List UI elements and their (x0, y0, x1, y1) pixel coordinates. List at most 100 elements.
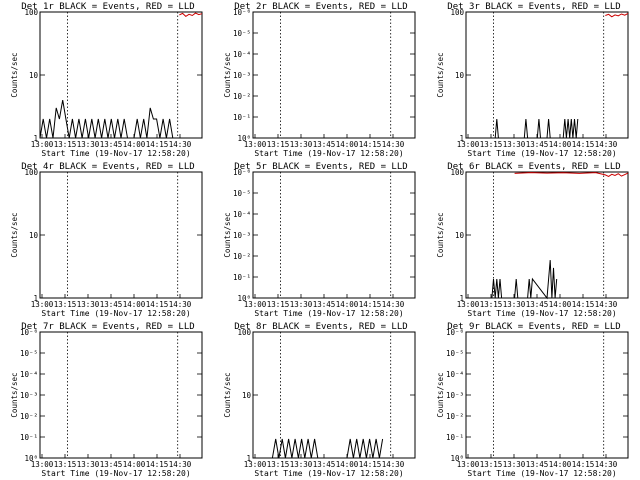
x-tick-label: 13:45 (313, 300, 336, 309)
x-tick-label: 13:45 (313, 460, 336, 469)
chart-title: Det 1r BLACK = Events, RED = LLD (21, 2, 194, 12)
chart-title: Det 5r BLACK = Events, RED = LLD (234, 162, 407, 172)
x-tick-label: 14:15 (572, 460, 595, 469)
y-axis-label: Counts/sec (10, 52, 19, 97)
y-tick-label: 10⁰ (450, 454, 464, 463)
x-tick-label: 13:30 (290, 140, 313, 149)
chart-panel-6: Det 6r BLACK = Events, RED = LLD 13:00 13:… (436, 162, 629, 318)
y-axis-label: Counts/sec (223, 52, 232, 97)
x-tick-label: 14:00 (336, 300, 359, 309)
x-tick-label: 14:00 (336, 460, 359, 469)
y-tick-label: 10 (29, 231, 39, 240)
y-tick-label: 10⁻² (446, 412, 464, 421)
x-tick-label: 14:30 (169, 300, 192, 309)
x-tick-label: 13:00 (244, 460, 267, 469)
x-axis-label: Start Time (19-Nov-17 12:58:20) (467, 309, 616, 318)
x-tick-label: 14:15 (146, 300, 169, 309)
chart-panel-2: Det 2r BLACK = Events, RED = LLD 13:00 13:… (223, 2, 416, 158)
y-axis-label: Counts/sec (223, 212, 232, 257)
x-tick-label: 14:00 (549, 300, 572, 309)
x-tick-label: 13:45 (526, 140, 549, 149)
x-tick-label: 13:00 (244, 300, 267, 309)
chart-title: Det 6r BLACK = Events, RED = LLD (447, 162, 620, 172)
y-tick-label: 10⁻² (20, 412, 38, 421)
y-tick-label: 10⁻¹ (446, 433, 464, 442)
x-tick-label: 13:15 (267, 460, 290, 469)
x-tick-label: 14:00 (123, 460, 146, 469)
y-tick-label: 100 (24, 8, 38, 17)
y-tick-label: 10⁻⁴ (233, 210, 251, 219)
y-tick-label: 1 (33, 134, 38, 143)
x-tick-label: 14:15 (146, 140, 169, 149)
x-tick-label: 13:00 (457, 140, 480, 149)
x-tick-label: 13:45 (313, 140, 336, 149)
y-tick-label: 10⁻⁶ (446, 328, 464, 337)
y-tick-label: 10⁻⁶ (233, 8, 251, 17)
y-tick-label: 10⁻³ (20, 391, 38, 400)
series-line-events (494, 118, 579, 139)
x-tick-label: 13:30 (77, 300, 100, 309)
x-tick-label: 13:30 (290, 300, 313, 309)
y-axis-label: Counts/sec (223, 372, 232, 417)
x-tick-label: 13:00 (31, 140, 54, 149)
y-tick-label: 10⁻⁴ (20, 370, 38, 379)
series-line-events (39, 100, 180, 139)
y-tick-label: 1 (459, 294, 464, 303)
y-tick-label: 1 (33, 294, 38, 303)
x-tick-label: 14:15 (359, 460, 382, 469)
series-line-lld (514, 172, 629, 177)
x-tick-label: 14:15 (359, 140, 382, 149)
x-tick-label: 13:15 (54, 140, 77, 149)
y-tick-label: 10⁻³ (446, 391, 464, 400)
x-tick-label: 14:00 (336, 140, 359, 149)
chart-title: Det 3r BLACK = Events, RED = LLD (447, 2, 620, 12)
y-tick-label: 10⁻⁵ (233, 189, 251, 198)
x-tick-label: 14:30 (169, 140, 192, 149)
x-tick-label: 14:00 (123, 140, 146, 149)
y-axis-label: Counts/sec (10, 372, 19, 417)
chart-title: Det 4r BLACK = Events, RED = LLD (21, 162, 194, 172)
chart-title: Det 9r BLACK = Events, RED = LLD (447, 322, 620, 332)
chart-panel-9: Det 9r BLACK = Events, RED = LLD 13:00 13:… (436, 322, 629, 478)
y-tick-label: 10⁻¹ (233, 273, 251, 282)
y-tick-label: 10⁻² (233, 252, 251, 261)
chart-title: Det 8r BLACK = Events, RED = LLD (234, 322, 407, 332)
x-tick-label: 13:15 (480, 140, 503, 149)
x-tick-label: 13:00 (457, 460, 480, 469)
x-tick-label: 13:30 (290, 460, 313, 469)
x-tick-label: 14:00 (123, 300, 146, 309)
y-axis-label: Counts/sec (436, 212, 445, 257)
x-tick-label: 13:00 (244, 140, 267, 149)
x-axis-label: Start Time (19-Nov-17 12:58:20) (41, 309, 190, 318)
y-tick-label: 100 (450, 8, 464, 17)
x-tick-label: 14:30 (595, 140, 618, 149)
y-tick-label: 10⁻⁶ (20, 328, 38, 337)
x-tick-label: 13:30 (503, 460, 526, 469)
series-line-events (491, 260, 558, 300)
y-tick-label: 10⁻⁵ (20, 349, 38, 358)
x-tick-label: 13:15 (267, 300, 290, 309)
series-line-events (253, 438, 384, 459)
x-tick-label: 14:00 (549, 140, 572, 149)
y-tick-label: 1 (459, 134, 464, 143)
y-tick-label: 10⁻³ (233, 71, 251, 80)
x-axis-label: Start Time (19-Nov-17 12:58:20) (254, 469, 403, 478)
x-axis-label: Start Time (19-Nov-17 12:58:20) (467, 149, 616, 158)
y-axis-label: Counts/sec (10, 212, 19, 257)
y-tick-label: 10⁰ (237, 294, 251, 303)
x-tick-label: 13:30 (77, 140, 100, 149)
x-tick-label: 14:15 (572, 300, 595, 309)
x-tick-label: 14:15 (359, 300, 382, 309)
y-tick-label: 10⁻⁵ (446, 349, 464, 358)
y-tick-label: 100 (237, 328, 251, 337)
x-tick-label: 13:45 (100, 460, 123, 469)
y-tick-label: 100 (450, 168, 464, 177)
y-axis-label: Counts/sec (436, 52, 445, 97)
x-tick-label: 13:30 (503, 300, 526, 309)
y-tick-label: 10 (29, 71, 39, 80)
chart-title: Det 2r BLACK = Events, RED = LLD (234, 2, 407, 12)
x-axis-label: Start Time (19-Nov-17 12:58:20) (41, 149, 190, 158)
x-axis-label: Start Time (19-Nov-17 12:58:20) (254, 309, 403, 318)
x-tick-label: 14:30 (169, 460, 192, 469)
x-tick-label: 13:00 (457, 300, 480, 309)
